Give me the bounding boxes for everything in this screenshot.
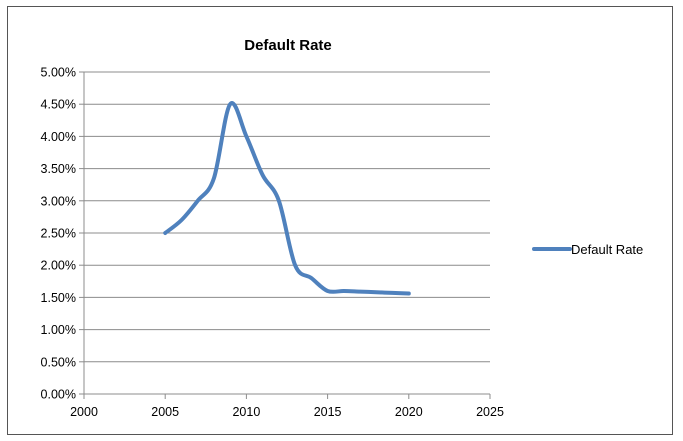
x-tick-label: 2015 [314, 405, 342, 419]
y-tick-label: 0.00% [41, 388, 76, 402]
x-axis-ticks: 2000 2005 2010 2015 2020 2025 [70, 394, 504, 419]
x-tick-label: 2025 [476, 405, 504, 419]
gridlines [84, 71, 490, 363]
x-tick-label: 2005 [151, 405, 179, 419]
y-tick-label: 1.00% [41, 323, 76, 337]
x-tick-label: 2000 [70, 405, 98, 419]
series-group [163, 101, 411, 296]
y-tick-label: 2.00% [41, 259, 76, 273]
legend-label: Default Rate [571, 242, 643, 257]
y-tick-label: 1.50% [41, 291, 76, 305]
y-axis-ticks: 0.00% 0.50% 1.00% 1.50% 2.00% 2.50% 3.00% 3.50%… [41, 66, 84, 402]
y-tick-label: 4.00% [41, 130, 76, 144]
line-chart: Default Rate 0.00% 0.50% 1.00% 1.50% 2.00% 2.… [41, 37, 644, 419]
series-line [163, 101, 411, 296]
legend: Default Rate [532, 242, 643, 257]
y-tick-label: 3.50% [41, 162, 76, 176]
y-tick-label: 3.00% [41, 194, 76, 208]
y-tick-label: 2.50% [41, 227, 76, 241]
y-tick-label: 5.00% [41, 66, 76, 80]
chart-title: Default Rate [244, 37, 332, 54]
y-tick-label: 4.50% [41, 98, 76, 112]
y-tick-label: 0.50% [41, 355, 76, 369]
chart-frame: Default Rate 0.00% 0.50% 1.00% 1.50% 2.00% 2.… [7, 6, 673, 435]
x-tick-label: 2020 [395, 405, 423, 419]
x-tick-label: 2010 [232, 405, 260, 419]
